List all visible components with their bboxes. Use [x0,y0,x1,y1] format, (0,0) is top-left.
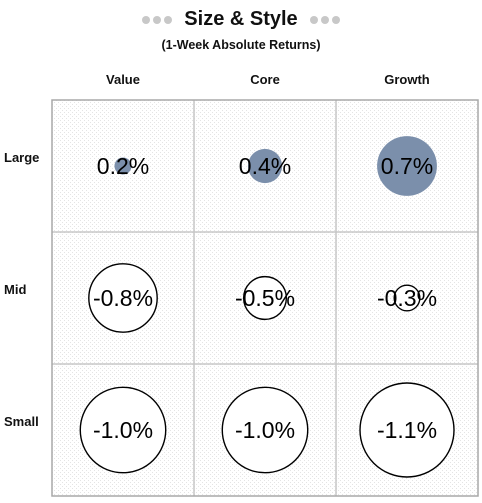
data-label-mid-core: -0.5% [235,285,295,311]
grid-border [51,99,479,497]
column-header-growth: Growth [384,72,430,87]
title-dots-right [308,11,341,29]
chart-title: Size & Style [184,8,298,30]
row-header-mid: Mid [4,282,26,297]
bubble-mid-growth [393,284,421,312]
data-label-small-value: -1.0% [93,417,153,443]
chart-title-row: Size & Style [0,8,482,36]
bubble-small-growth [359,382,455,478]
row-header-large: Large [4,150,39,165]
column-header-value: Value [106,72,140,87]
bubble-large-growth [377,136,437,196]
bubble-large-value [114,157,132,175]
data-label-small-core: -1.0% [235,417,295,443]
data-label-large-core: 0.4% [239,153,291,179]
column-header-core: Core [250,72,280,87]
bubble-mid-value [88,263,158,333]
data-label-large-growth: 0.7% [381,153,433,179]
chart-subtitle: (1-Week Absolute Returns) [161,38,321,52]
bubble-mid-core [242,275,288,321]
title-dots-left [141,11,174,29]
data-label-mid-value: -0.8% [93,285,153,311]
bubble-large-core [247,148,283,184]
data-label-large-value: 0.2% [97,153,149,179]
data-label-mid-growth: -0.3% [377,285,437,311]
bubble-small-value [79,386,167,474]
row-header-small: Small [4,414,39,429]
bubble-small-core [221,386,309,474]
data-label-small-growth: -1.1% [377,417,437,443]
